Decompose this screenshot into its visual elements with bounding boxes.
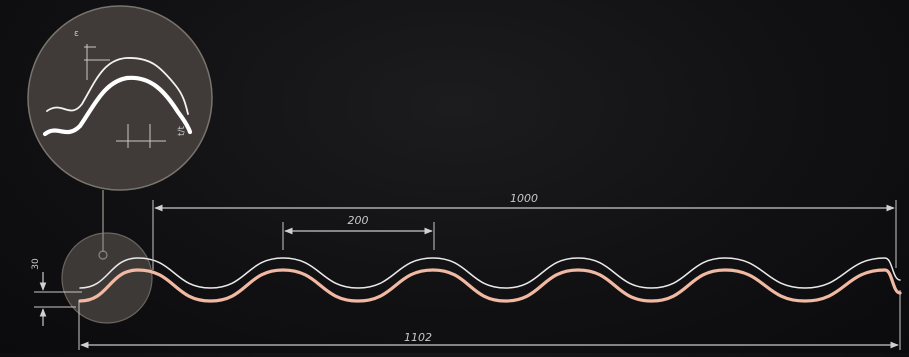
sheet-profile-bottom bbox=[78, 268, 902, 303]
connector-node-bottom bbox=[98, 250, 108, 260]
sheet-profile-top bbox=[79, 257, 901, 289]
total-width-dimension: 1102 bbox=[78, 290, 901, 350]
profile-height-dimension: 30 bbox=[31, 258, 82, 326]
profile-start-circle bbox=[61, 232, 153, 324]
detail-top-line bbox=[46, 57, 189, 115]
cover-width-dimension: 1000 bbox=[152, 192, 897, 270]
detail-magnifier: ε t/t bbox=[27, 5, 213, 191]
pitch-dimension: 200 bbox=[282, 214, 435, 250]
detail-bottom-line bbox=[42, 75, 193, 137]
pitch-label: 200 bbox=[348, 214, 369, 227]
cover-width-label: 1000 bbox=[510, 192, 538, 205]
total-width-label: 1102 bbox=[404, 331, 432, 344]
detail-thickness-label: ε bbox=[74, 29, 79, 39]
profile-height-label: 30 bbox=[31, 258, 41, 270]
detail-overlap-label: t/t bbox=[177, 125, 187, 136]
